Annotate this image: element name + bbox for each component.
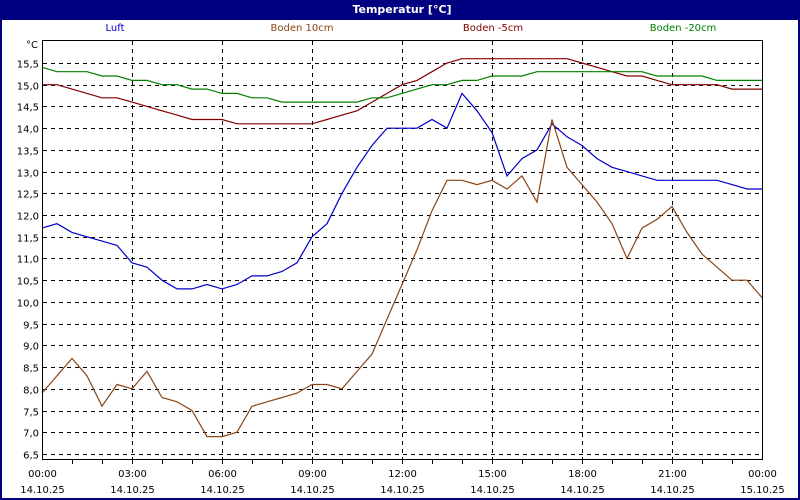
y-tick-label: 7,0	[23, 429, 39, 440]
y-axis-ticks: 15,5 15,0 14,5 14,0 13,5 13,0 12,5 12,0 11,5 11,0…	[17, 60, 39, 462]
y-tick-label: 12,0	[17, 212, 39, 223]
x-tick-date: 14.10.25	[380, 485, 425, 496]
x-tick-time: 12:00	[388, 469, 417, 480]
x-tick-time: 18:00	[568, 469, 597, 480]
x-tick-time: 06:00	[208, 469, 237, 480]
y-tick-label: 8,5	[23, 364, 39, 375]
series-line-boden-10cm	[41, 119, 763, 438]
x-tick-date: 14.10.25	[20, 485, 65, 496]
x-tick-date: 14.10.25	[200, 485, 245, 496]
x-tick-date: 14.10.25	[290, 485, 335, 496]
y-tick-label: 13,0	[17, 169, 39, 180]
y-tick-label: 10,0	[17, 299, 39, 310]
x-tick-date: 14.10.25	[110, 485, 155, 496]
x-tick-date: 14.10.25	[470, 485, 515, 496]
data-series	[41, 58, 763, 438]
y-tick-label: 7,5	[23, 408, 39, 419]
x-tick-time: 09:00	[298, 469, 327, 480]
x-tick-time: 15:00	[478, 469, 507, 480]
grid-lines	[43, 41, 762, 459]
legend-item: Boden 10cm	[270, 23, 334, 34]
x-tick-time: 03:00	[118, 469, 147, 480]
series-line-boden-20cm	[41, 66, 762, 103]
legend-item: Boden -20cm	[649, 23, 717, 34]
x-tick-time: 00:00	[28, 469, 57, 480]
y-tick-label: 11,5	[17, 234, 39, 245]
x-tick-time: 00:00	[748, 469, 777, 480]
y-tick-label: 6,5	[23, 451, 39, 462]
legend-item: Boden -5cm	[462, 23, 524, 34]
y-tick-label: 14,0	[17, 125, 39, 136]
series-line-boden-5cm	[42, 58, 762, 125]
window-title: Temperatur [°C]	[2, 0, 800, 20]
x-tick-date: 14.10.25	[650, 485, 695, 496]
x-tick-date: 15.10.25	[740, 485, 785, 496]
x-tick-date: 14.10.25	[560, 485, 605, 496]
legend-item: Luft	[105, 23, 125, 34]
y-tick-label: 15,5	[17, 60, 39, 71]
y-axis-unit: °C	[26, 40, 38, 51]
y-tick-label: 12,5	[17, 190, 39, 201]
y-tick-label: 14,5	[17, 103, 39, 114]
x-tick-time: 21:00	[658, 469, 687, 480]
series-line-luft	[41, 92, 762, 290]
y-tick-label: 11,0	[17, 255, 39, 266]
y-tick-label: 15,0	[17, 82, 39, 93]
y-tick-label: 9,0	[23, 342, 39, 353]
y-tick-label: 9,5	[23, 321, 39, 332]
y-tick-label: 13,5	[17, 147, 39, 158]
x-axis-ticks: 00:00 14.10.25 03:00 14.10.25 06:00 14.10.25 0…	[20, 459, 785, 496]
y-tick-label: 8,0	[23, 386, 39, 397]
y-tick-label: 10,5	[17, 277, 39, 288]
